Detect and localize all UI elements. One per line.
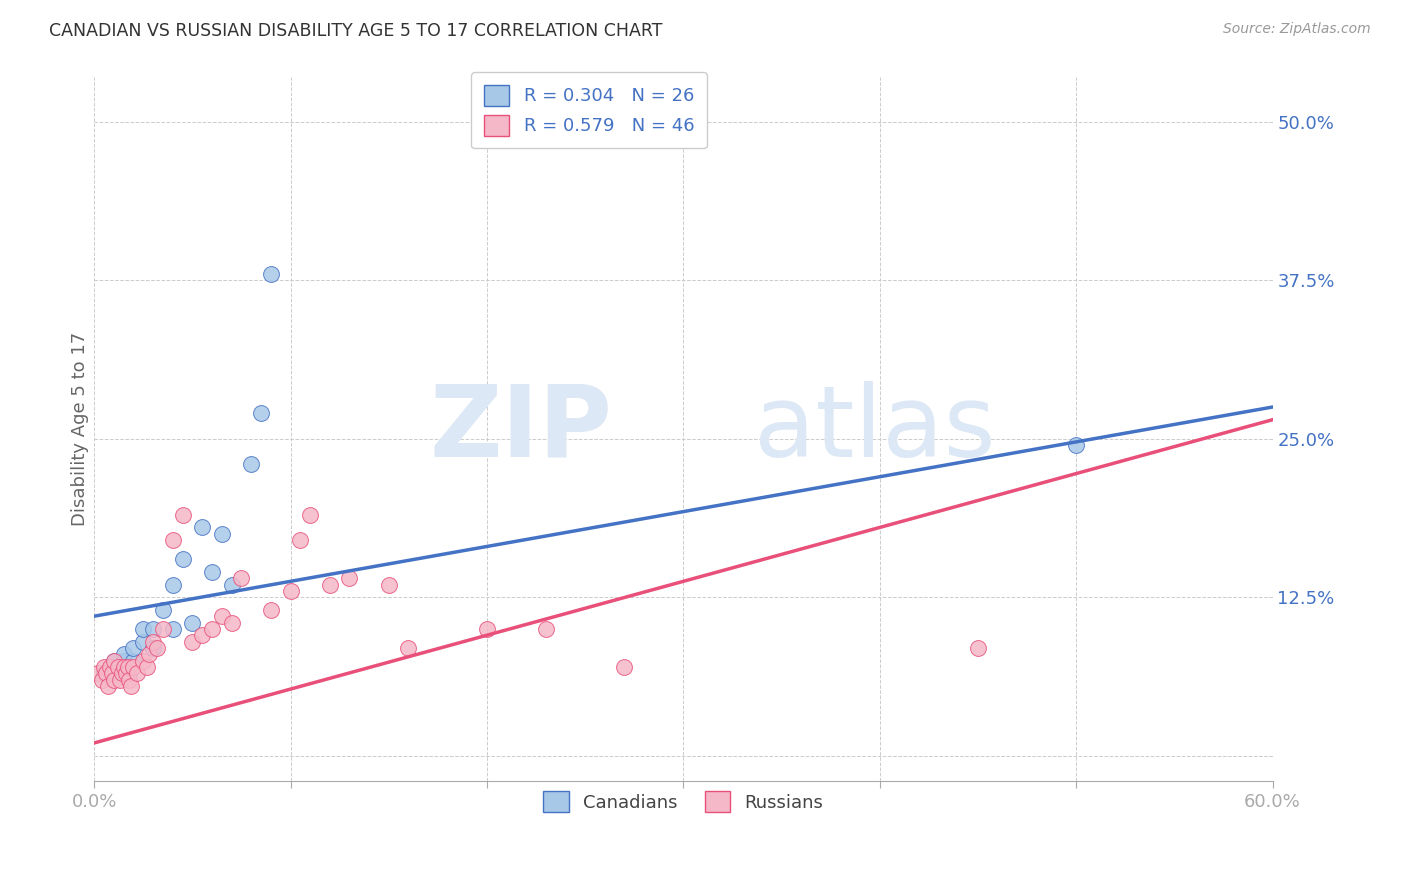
Point <box>221 615 243 630</box>
Point <box>117 660 139 674</box>
Point <box>475 622 498 636</box>
Point <box>162 622 184 636</box>
Point <box>534 622 557 636</box>
Point <box>162 533 184 548</box>
Point <box>103 666 125 681</box>
Point <box>211 609 233 624</box>
Point <box>967 640 990 655</box>
Point <box>97 679 120 693</box>
Point <box>172 508 194 522</box>
Point <box>162 577 184 591</box>
Point <box>211 526 233 541</box>
Point <box>103 654 125 668</box>
Point <box>191 520 214 534</box>
Point <box>122 660 145 674</box>
Point <box>260 267 283 281</box>
Point <box>93 666 115 681</box>
Point <box>107 660 129 674</box>
Point <box>221 577 243 591</box>
Point <box>240 457 263 471</box>
Point <box>127 666 149 681</box>
Point <box>280 583 302 598</box>
Point <box>87 666 110 681</box>
Point <box>152 603 174 617</box>
Point <box>152 622 174 636</box>
Point <box>142 622 165 636</box>
Point <box>98 660 121 674</box>
Point <box>290 533 312 548</box>
Point <box>231 571 253 585</box>
Point <box>377 577 399 591</box>
Point <box>103 673 125 687</box>
Point <box>136 660 159 674</box>
Point <box>142 640 165 655</box>
Point <box>112 647 135 661</box>
Point <box>108 673 131 687</box>
Point <box>112 660 135 674</box>
Point <box>120 679 142 693</box>
Point <box>103 654 125 668</box>
Text: ZIP: ZIP <box>430 381 613 478</box>
Point <box>396 640 419 655</box>
Point <box>250 406 273 420</box>
Point <box>613 660 636 674</box>
Point <box>181 634 204 648</box>
Point <box>146 640 169 655</box>
Point <box>132 634 155 648</box>
Point <box>101 666 124 681</box>
Point <box>114 666 136 681</box>
Point <box>93 660 115 674</box>
Point <box>172 552 194 566</box>
Point <box>132 622 155 636</box>
Point <box>118 666 141 681</box>
Point <box>201 565 224 579</box>
Point <box>142 634 165 648</box>
Point <box>98 660 121 674</box>
Point <box>118 673 141 687</box>
Point <box>112 654 135 668</box>
Point <box>339 571 361 585</box>
Y-axis label: Disability Age 5 to 17: Disability Age 5 to 17 <box>72 332 89 526</box>
Text: Source: ZipAtlas.com: Source: ZipAtlas.com <box>1223 22 1371 37</box>
Point <box>260 603 283 617</box>
Point <box>319 577 342 591</box>
Legend: Canadians, Russians: Canadians, Russians <box>530 779 837 825</box>
Text: CANADIAN VS RUSSIAN DISABILITY AGE 5 TO 17 CORRELATION CHART: CANADIAN VS RUSSIAN DISABILITY AGE 5 TO … <box>49 22 662 40</box>
Point <box>122 640 145 655</box>
Point <box>1064 438 1087 452</box>
Text: atlas: atlas <box>754 381 995 478</box>
Point <box>94 666 117 681</box>
Point <box>191 628 214 642</box>
Point <box>181 615 204 630</box>
Point <box>138 647 160 661</box>
Point <box>299 508 322 522</box>
Point <box>91 673 114 687</box>
Point <box>111 666 134 681</box>
Point <box>201 622 224 636</box>
Point <box>122 654 145 668</box>
Point <box>132 654 155 668</box>
